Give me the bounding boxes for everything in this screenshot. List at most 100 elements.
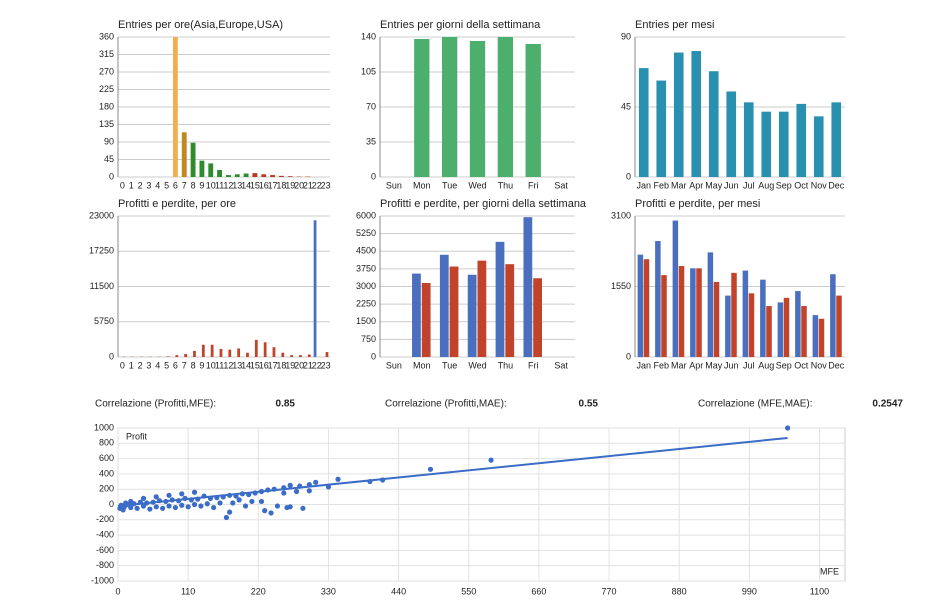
y-tick-label: 1550 (611, 281, 631, 291)
bar (783, 297, 790, 357)
bar (818, 318, 825, 357)
point (120, 507, 126, 513)
y-tick-label: 750 (361, 334, 376, 344)
x-tick-label: 7 (182, 180, 187, 190)
y-tick-label: 5750 (94, 316, 114, 326)
x-tick-label: Jun (724, 180, 739, 190)
point (153, 494, 159, 500)
bar (638, 68, 649, 177)
y-tick-label: 45 (621, 101, 631, 111)
bar (777, 302, 784, 357)
y-tick-label: 0 (371, 351, 376, 361)
point (300, 505, 306, 511)
x-tick-label: Tue (442, 180, 457, 190)
x-tick-label: 19 (285, 360, 295, 370)
correlation-value: 0.85 (276, 399, 296, 410)
x-tick-label: 12 (223, 360, 233, 370)
y-tick-label: 0 (109, 171, 114, 181)
x-tick-label: Sun (386, 360, 402, 370)
bar (175, 355, 179, 357)
y-tick-label: 3000 (356, 281, 376, 291)
point (147, 506, 153, 512)
x-tick-label: 660 (531, 586, 546, 596)
x-tick-label: Sep (776, 360, 792, 370)
bar (184, 353, 188, 357)
bar (193, 350, 196, 357)
x-tick-label: 13 (232, 360, 242, 370)
bar (690, 268, 696, 357)
bar (254, 339, 258, 357)
x-tick-label: 21 (303, 180, 313, 190)
y-tick-label: 45 (104, 154, 114, 164)
point (128, 498, 134, 505)
x-tick-label: 15 (250, 360, 260, 370)
y-tick-label: 270 (99, 66, 114, 76)
x-tick-label: 20 (294, 360, 304, 370)
point (204, 501, 210, 507)
y-tick-label: 23000 (89, 210, 114, 220)
bar (813, 116, 824, 177)
bar (243, 173, 249, 177)
point (242, 503, 249, 509)
bar (307, 354, 311, 357)
bar (656, 80, 667, 177)
bar (661, 275, 667, 357)
y-tick-label: 2250 (356, 299, 376, 309)
y-tick-label: 3100 (611, 210, 631, 220)
x-tick-label: 16 (259, 360, 269, 370)
bar (208, 163, 214, 177)
point (191, 489, 198, 495)
x-tick-label: Fri (528, 180, 539, 190)
bar (761, 111, 772, 177)
point (198, 503, 204, 509)
chart-title: Entries per ore(Asia,Europe,USA) (118, 19, 283, 31)
bar (533, 278, 542, 357)
chart-title: Profitti e perdite, per mesi (635, 198, 760, 210)
x-tick-label: Jul (743, 180, 755, 190)
point (293, 488, 300, 495)
x-tick-label: Mon (413, 180, 431, 190)
x-tick-label: 18 (276, 360, 286, 370)
bar (449, 266, 459, 357)
bar (414, 39, 430, 177)
x-tick-label: Jun (724, 360, 739, 370)
point (488, 457, 494, 463)
x-tick-label: 1 (129, 360, 134, 370)
x-tick-label: 2 (138, 180, 143, 190)
x-tick-label: 5 (164, 180, 169, 190)
bar (655, 241, 661, 357)
bar (166, 356, 170, 357)
bar (708, 71, 719, 177)
y-tick-label: 180 (99, 101, 114, 111)
point (140, 495, 147, 501)
bar (760, 279, 766, 357)
x-tick-label: 22 (312, 360, 322, 370)
point (191, 501, 198, 508)
x-tick-label: Mar (671, 180, 687, 190)
bar (287, 176, 293, 177)
point (258, 498, 265, 505)
x-tick-label: 6 (173, 360, 178, 370)
bar (795, 291, 801, 357)
bar (696, 268, 702, 357)
bar (467, 274, 477, 357)
bar (278, 175, 284, 177)
x-tick-label: 330 (321, 586, 336, 596)
bar (299, 355, 302, 357)
y-tick-label: 105 (361, 66, 376, 76)
y-tick-label: -600 (96, 545, 114, 555)
point (427, 466, 434, 472)
x-tick-label: 14 (241, 360, 251, 370)
x-tick-label: 1 (129, 180, 134, 190)
bar (812, 315, 819, 357)
point (166, 492, 172, 498)
y-axis-title: Profit (126, 431, 148, 441)
point (230, 500, 236, 506)
bar (190, 142, 196, 177)
x-tick-label: 9 (199, 180, 204, 190)
x-tick-label: 0 (120, 360, 125, 370)
x-tick-label: 13 (232, 180, 242, 190)
bar (225, 175, 231, 177)
bar (731, 272, 737, 357)
